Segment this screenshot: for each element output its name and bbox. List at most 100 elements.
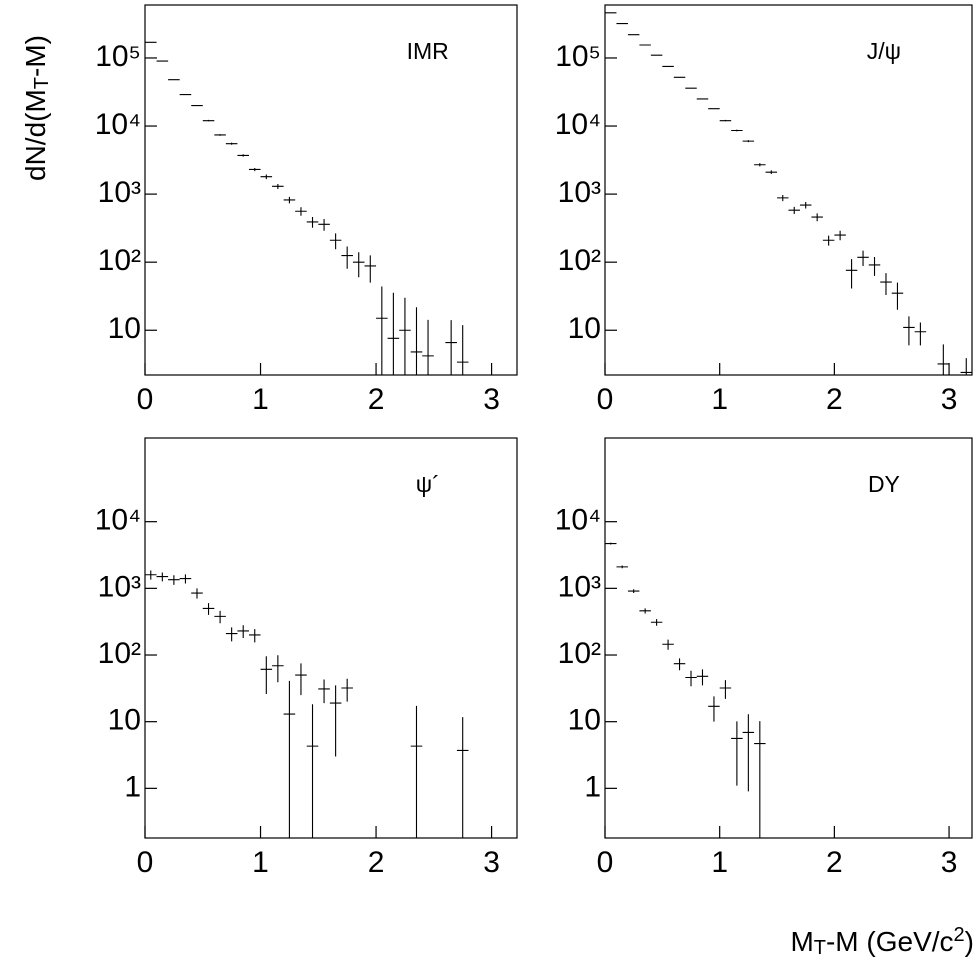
y-tick-label: 10²: [98, 637, 141, 670]
y-tick-label: 1: [584, 770, 601, 803]
error-bar-point: [627, 589, 640, 594]
error-bar-point: [639, 608, 651, 614]
x-tick-label: 2: [368, 846, 385, 879]
x-axis-title-part: M: [790, 926, 813, 957]
y-tick-label: 10⁴: [555, 504, 601, 537]
x-tick-label: 3: [483, 846, 500, 879]
error-bar-point: [788, 206, 800, 215]
error-bar-point: [605, 542, 617, 545]
panel-label: J/ψ: [867, 38, 901, 64]
error-bar-point: [708, 696, 720, 722]
error-bar-point: [145, 570, 157, 580]
error-bar-point: [225, 627, 238, 642]
error-bar-point: [295, 207, 307, 216]
error-bar-point: [202, 603, 215, 615]
y-tick-label: 10³: [98, 570, 141, 603]
error-bar-point: [410, 705, 423, 838]
error-bar-point: [673, 658, 686, 671]
error-bar-point: [179, 93, 192, 96]
error-bar-point: [857, 250, 869, 266]
error-bar-point: [329, 685, 342, 757]
y-tick-label: 10: [108, 312, 141, 345]
error-bar-point: [445, 320, 457, 375]
x-tick-label: 0: [137, 846, 154, 879]
error-bar-point: [306, 704, 319, 838]
error-bar-point: [903, 316, 915, 346]
error-bar-point: [456, 717, 469, 838]
x-axis-title: MT-M (GeV/c2): [790, 924, 974, 959]
y-axis-title: dN/d(MT-M): [20, 35, 53, 181]
y-tick-label: 10⁴: [95, 108, 141, 141]
y-tick-label: 10²: [98, 244, 141, 277]
error-bar-point: [329, 233, 342, 250]
panel-label: ψ´: [416, 471, 440, 497]
x-tick-label: 0: [137, 383, 154, 416]
y-tick-label: 10⁵: [555, 40, 601, 73]
error-bar-point: [399, 297, 411, 375]
y-tick-label: 10⁴: [555, 108, 601, 141]
y-tick-label: 10⁴: [95, 504, 141, 537]
y-axis-title-part: -M): [20, 35, 51, 77]
y-tick-label: 10²: [558, 637, 601, 670]
error-bar-point: [777, 195, 789, 202]
x-tick-label: 3: [941, 846, 958, 879]
error-bar-point: [191, 588, 203, 599]
error-bar-point: [145, 41, 157, 43]
error-bar-point: [237, 154, 249, 157]
error-bar-point: [754, 721, 766, 838]
error-bar-point: [260, 174, 273, 180]
panel-label: DY: [868, 471, 900, 497]
error-bar-point: [341, 246, 353, 269]
x-tick-label: 2: [826, 383, 843, 416]
error-bar-point: [868, 257, 881, 276]
error-bar-point: [156, 572, 169, 582]
error-bar-point: [811, 213, 823, 222]
x-axis-title-part: -M (GeV/c: [826, 926, 954, 957]
y-tick-label: 10²: [558, 244, 601, 277]
error-bar-point: [685, 87, 697, 89]
y-tick-label: 10: [568, 312, 601, 345]
error-bar-point: [248, 629, 261, 643]
x-axis-title-sup: 2: [954, 924, 965, 946]
error-bar-point: [662, 639, 674, 650]
error-bar-point: [214, 134, 226, 136]
error-bar-point: [352, 252, 365, 278]
error-bar-point: [708, 108, 720, 110]
error-bar-point: [742, 714, 755, 792]
x-tick-label: 1: [252, 846, 269, 879]
error-bar-point: [202, 119, 215, 122]
y-tick-label: 10⁵: [95, 40, 141, 73]
error-bar-point: [685, 670, 697, 687]
error-bar-point: [168, 575, 180, 585]
y-tick-label: 10³: [558, 176, 601, 209]
x-tick-label: 3: [941, 383, 958, 416]
x-tick-label: 1: [252, 383, 269, 416]
x-tick-label: 3: [483, 383, 500, 416]
error-bar-point: [341, 678, 353, 702]
error-bar-point: [696, 669, 709, 686]
error-bar-point: [731, 129, 743, 132]
error-bar-point: [214, 610, 226, 624]
error-bar-point: [283, 680, 296, 838]
error-bar-point: [719, 119, 732, 122]
error-bar-point: [306, 217, 319, 228]
y-tick-label: 10³: [98, 176, 141, 209]
error-bar-point: [387, 292, 400, 375]
error-bar-point: [272, 655, 284, 683]
error-bar-point: [696, 98, 709, 100]
y-tick-label: 10: [108, 704, 141, 737]
error-bar-point: [376, 286, 388, 375]
error-bar-point: [318, 679, 330, 704]
x-tick-label: 0: [597, 383, 614, 416]
error-bar-point: [422, 319, 434, 375]
error-bar-point: [225, 142, 238, 145]
error-bar-point: [616, 565, 628, 569]
x-tick-label: 1: [711, 846, 728, 879]
y-axis-title-sub: T: [31, 77, 53, 89]
plot-frame: [144, 437, 518, 839]
error-bar-point: [364, 255, 377, 283]
x-tick-label: 1: [711, 383, 728, 416]
error-bar-point: [765, 170, 778, 175]
error-bar-point: [742, 140, 755, 143]
x-tick-label: 2: [368, 383, 385, 416]
